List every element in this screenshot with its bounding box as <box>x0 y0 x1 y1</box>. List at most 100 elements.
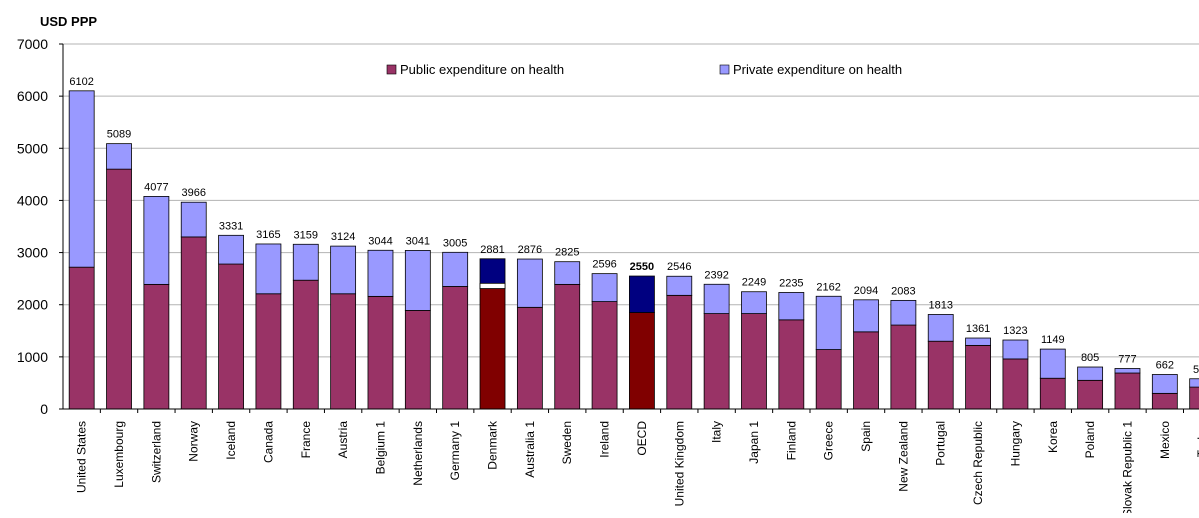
bar-total-label: 4077 <box>144 181 168 193</box>
bar-public <box>218 263 244 410</box>
bar-private <box>591 273 618 302</box>
bar-public <box>890 324 917 410</box>
bar-total-label: 2249 <box>742 277 766 289</box>
bar-private <box>666 275 693 296</box>
x-category-label: Sweden <box>560 421 574 464</box>
bar-private <box>815 295 842 350</box>
y-axis-ticks: 0 1000 2000 3000 4000 5000 6000 7000 <box>17 36 63 417</box>
bar-public <box>292 279 319 410</box>
bar-public <box>68 266 95 410</box>
x-category-label: Mexico <box>1158 421 1172 459</box>
x-category-label: Portugal <box>934 421 948 466</box>
bar-private <box>404 250 431 311</box>
bar-public <box>516 306 543 410</box>
bar-total-label: 1361 <box>966 323 990 335</box>
gridlines <box>63 43 1199 358</box>
x-category-label: Korea <box>1046 421 1060 453</box>
bar-private <box>1151 374 1178 394</box>
bar-total-label: 1149 <box>1041 334 1065 346</box>
x-category-label: New Zealand <box>896 421 910 492</box>
bar-total-label: 5089 <box>107 129 131 141</box>
bar-total-label: 3041 <box>406 235 430 247</box>
x-category-label: Canada <box>261 421 275 463</box>
x-category-label: Luxembourg <box>112 421 126 488</box>
bar-private <box>516 258 543 308</box>
bar-public <box>1002 358 1029 410</box>
bar-public <box>404 310 431 410</box>
bar-public <box>180 236 207 410</box>
bar-private <box>1077 366 1104 381</box>
bar-private <box>180 201 207 238</box>
y-tick-label: 6000 <box>17 88 48 104</box>
bar-total-label: 2083 <box>891 285 915 297</box>
bar-private <box>1039 348 1066 379</box>
bar-private <box>1114 368 1141 374</box>
bar-private <box>741 291 767 314</box>
bar-total-label: 662 <box>1156 359 1174 371</box>
x-category-label: Japan 1 <box>747 421 761 464</box>
bar-private <box>965 337 991 346</box>
bar-total-label: 2596 <box>592 259 616 271</box>
bar-public <box>106 168 132 410</box>
legend-swatch-public <box>386 64 397 75</box>
bar-total-label: 3005 <box>443 237 467 249</box>
bar-private <box>1189 378 1199 388</box>
y-tick-label: 5000 <box>17 140 48 156</box>
y-tick-label: 2000 <box>17 297 48 313</box>
x-category-label: Turkey <box>1195 421 1199 457</box>
bar-total-label: 777 <box>1118 353 1136 365</box>
x-category-label: Norway <box>187 421 201 462</box>
bar-public <box>255 293 282 410</box>
bar-private <box>255 243 282 295</box>
x-category-label: Spain <box>859 421 873 452</box>
bar-private <box>629 275 655 313</box>
bar-total-label: 3331 <box>219 220 243 232</box>
bar-total-label: 6102 <box>69 76 93 88</box>
bar-public <box>367 295 394 410</box>
x-category-label: Belgium 1 <box>373 421 387 475</box>
bar-private <box>68 90 95 268</box>
x-category-label: United Kingdom <box>672 421 686 506</box>
bar-total-label: 2876 <box>518 244 542 256</box>
bar-public <box>330 293 357 410</box>
x-category-label: Germany 1 <box>448 421 462 481</box>
bar-public <box>1039 377 1066 410</box>
y-tick-label: 7000 <box>17 36 48 52</box>
bar-total-label: 1813 <box>928 299 952 311</box>
y-axis-title: USD PPP <box>40 14 97 29</box>
bars <box>68 90 1199 410</box>
bar-total-label: 1323 <box>1003 325 1027 337</box>
x-category-label: Austria <box>336 421 350 459</box>
x-category-label: Slovak Republic 1 <box>1120 421 1134 513</box>
bar-total-label: 805 <box>1081 352 1099 364</box>
bar-total-label: 2392 <box>704 269 728 281</box>
bar-total-label: 2881 <box>480 244 504 256</box>
bar-public <box>703 313 730 410</box>
x-category-label: United States <box>75 421 89 493</box>
bar-public <box>479 288 506 410</box>
bar-public <box>143 283 170 410</box>
bar-public <box>815 349 842 410</box>
bar-total-label: 3966 <box>181 187 205 199</box>
bar-public <box>1151 392 1178 410</box>
bar-private <box>853 299 879 333</box>
x-category-label: Hungary <box>1008 421 1022 466</box>
bar-total-label: 580 <box>1193 364 1199 376</box>
bar-public <box>1077 379 1104 410</box>
x-category-label: OECD <box>635 421 649 456</box>
bar-public <box>1114 372 1141 410</box>
x-category-label: Australia 1 <box>523 421 537 478</box>
axes <box>62 44 1199 413</box>
legend: Public expenditure on health Private exp… <box>386 62 902 77</box>
bar-public <box>927 340 954 410</box>
y-tick-label: 0 <box>40 401 48 417</box>
bar-private <box>367 249 394 297</box>
y-tick-label: 1000 <box>17 349 48 365</box>
x-category-label: France <box>299 421 313 459</box>
bar-total-label: 3165 <box>256 229 280 241</box>
legend-label-public: Public expenditure on health <box>400 62 564 77</box>
bar-private <box>1002 339 1029 360</box>
bar-private <box>442 251 469 287</box>
